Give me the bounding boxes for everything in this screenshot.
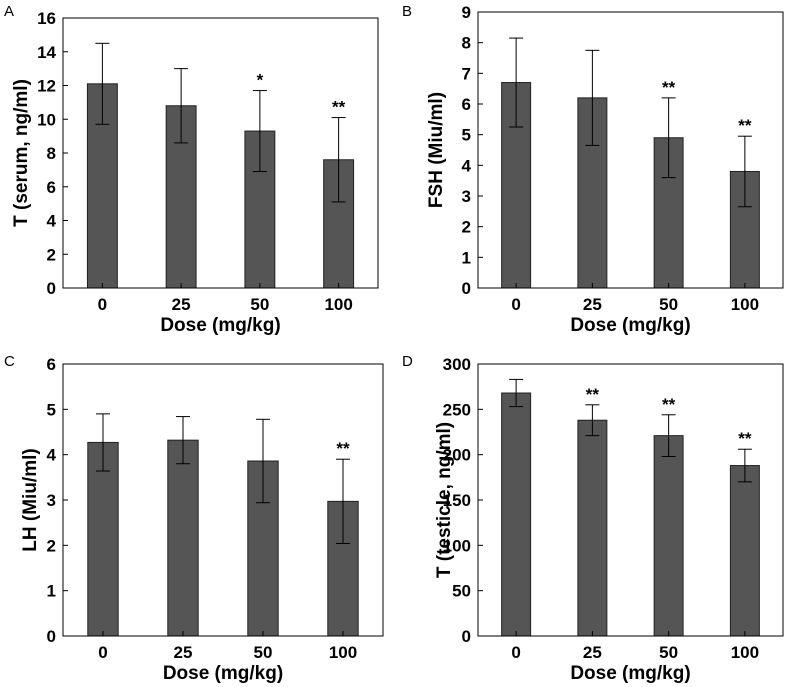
y-axis-title: T (testicle, ng/ml) xyxy=(434,422,455,578)
x-axis-title: Dose (mg/kg) xyxy=(570,315,690,336)
x-tick-label: 50 xyxy=(250,295,269,314)
y-tick-label: 8 xyxy=(47,144,56,163)
x-tick-label: 25 xyxy=(583,295,602,314)
y-tick-label: 3 xyxy=(462,187,471,206)
chart-panel-c: C 0 25 50 ** 100 0 1 2 3 4 5 6 Dose (mg/kg) LH (Miu/ml… xyxy=(4,353,384,684)
significance-marker: ** xyxy=(586,385,600,404)
x-axis-title: Dose (mg/kg) xyxy=(160,315,280,336)
y-tick-label: 8 xyxy=(462,34,471,53)
y-axis-title: LH (Miu/ml) xyxy=(20,448,41,551)
y-tick-label: 100 xyxy=(443,536,471,555)
x-tick-label: 100 xyxy=(731,295,759,314)
y-tick-label: 250 xyxy=(443,400,471,419)
y-tick-label: 14 xyxy=(37,43,56,62)
x-tick-label: 25 xyxy=(174,643,193,662)
x-tick-label: 100 xyxy=(324,295,352,314)
x-axis-title: Dose (mg/kg) xyxy=(163,663,283,684)
y-tick-label: 0 xyxy=(47,627,56,646)
x-tick-label: 0 xyxy=(98,295,107,314)
panel-letter: B xyxy=(402,3,412,20)
bar xyxy=(87,441,119,637)
panel-letter: D xyxy=(402,353,413,370)
panel-letter: A xyxy=(4,3,14,20)
y-tick-label: 3 xyxy=(47,491,56,510)
y-tick-label: 0 xyxy=(462,627,471,646)
x-tick-label: 0 xyxy=(98,643,107,662)
x-tick-label: 100 xyxy=(731,643,759,662)
y-tick-label: 4 xyxy=(462,156,472,175)
significance-marker: ** xyxy=(332,98,346,117)
x-tick-label: 100 xyxy=(329,643,357,662)
y-tick-label: 200 xyxy=(443,446,471,465)
x-axis-title: Dose (mg/kg) xyxy=(570,663,690,684)
y-tick-label: 5 xyxy=(47,400,56,419)
x-tick-label: 50 xyxy=(659,295,678,314)
x-tick-label: 25 xyxy=(583,643,602,662)
x-tick-label: 50 xyxy=(254,643,273,662)
plot-area xyxy=(62,363,384,637)
chart-panel-a: A 0 25 * 50 ** 100 0 2 4 6 8 10 12 14 16 Dose (mg/kg) T (… xyxy=(4,3,379,336)
y-tick-label: 1 xyxy=(47,582,56,601)
chart-panel-b: B 0 25 ** 50 ** 100 0 1 2 3 4 5 6 7 8 9 Dose (mg/kg) FSH (… xyxy=(402,3,784,336)
significance-marker: ** xyxy=(738,429,752,448)
y-tick-label: 4 xyxy=(47,212,57,231)
y-tick-label: 10 xyxy=(37,110,56,129)
significance-marker: ** xyxy=(738,116,752,135)
x-tick-label: 25 xyxy=(172,295,191,314)
y-tick-label: 6 xyxy=(462,95,471,114)
y-tick-label: 7 xyxy=(462,64,471,83)
y-tick-label: 2 xyxy=(47,536,56,555)
y-tick-label: 6 xyxy=(47,178,56,197)
y-tick-label: 9 xyxy=(462,3,471,22)
panel-letter: C xyxy=(4,353,15,370)
x-tick-label: 50 xyxy=(659,643,678,662)
y-tick-label: 0 xyxy=(47,279,56,298)
plot-area xyxy=(477,11,784,289)
y-tick-label: 5 xyxy=(462,126,471,145)
chart-panel-d: D 0 ** 25 ** 50 ** 100 0 50 100 150 200 250 300 Dose (m… xyxy=(402,353,784,684)
y-tick-label: 6 xyxy=(47,355,56,374)
y-tick-label: 2 xyxy=(47,245,56,264)
x-tick-label: 0 xyxy=(511,295,520,314)
y-axis-title: FSH (Miu/ml) xyxy=(426,92,447,208)
y-tick-label: 300 xyxy=(443,355,471,374)
y-tick-label: 4 xyxy=(47,446,57,465)
plot-area xyxy=(62,17,379,289)
y-tick-label: 2 xyxy=(462,218,471,237)
bar xyxy=(729,465,760,637)
significance-marker: * xyxy=(257,71,264,90)
y-axis-title: T (serum, ng/ml) xyxy=(11,79,32,227)
significance-marker: ** xyxy=(336,439,350,458)
y-tick-label: 0 xyxy=(462,279,471,298)
y-tick-label: 50 xyxy=(452,582,471,601)
significance-marker: ** xyxy=(662,395,676,414)
bar xyxy=(653,435,684,637)
significance-marker: ** xyxy=(662,78,676,97)
plot-area xyxy=(477,363,784,637)
y-tick-label: 150 xyxy=(443,491,471,510)
x-tick-label: 0 xyxy=(511,643,520,662)
bar xyxy=(167,439,199,637)
y-tick-label: 1 xyxy=(462,248,471,267)
y-tick-label: 16 xyxy=(37,9,56,28)
bar xyxy=(577,419,608,637)
y-tick-label: 12 xyxy=(37,77,56,96)
bar xyxy=(501,392,532,637)
